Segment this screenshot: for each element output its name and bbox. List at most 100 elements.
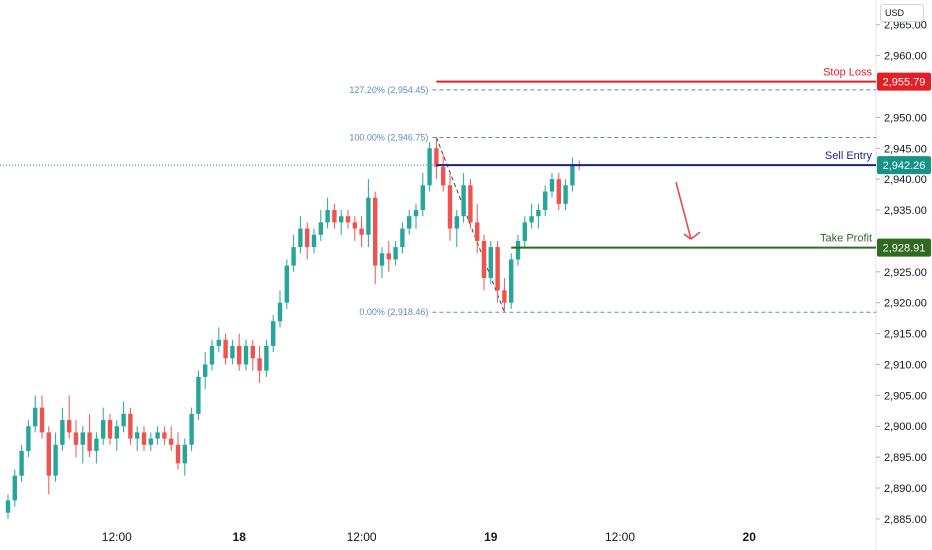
candle <box>264 339 269 377</box>
sell-entry-price-tag-text: 2,942.26 <box>883 160 926 172</box>
candle <box>318 210 323 241</box>
candle <box>339 210 344 235</box>
candle <box>427 142 432 192</box>
candle <box>549 172 555 198</box>
candle <box>162 426 167 445</box>
candle <box>87 413 92 458</box>
candle <box>121 401 126 433</box>
candle <box>12 469 17 507</box>
candle <box>325 197 330 229</box>
candle <box>46 426 51 495</box>
price-tick-label: 2,915.00 <box>884 329 927 341</box>
candle <box>488 240 493 285</box>
time-tick-label: 12:00 <box>605 530 635 544</box>
candle <box>284 259 289 309</box>
candle <box>73 420 79 458</box>
candle <box>53 432 58 482</box>
candle <box>420 172 425 217</box>
currency-selector[interactable]: USD <box>880 4 924 22</box>
stop-loss-price-tag <box>877 72 931 91</box>
down-arrow-icon <box>675 182 701 240</box>
candle <box>223 333 228 365</box>
candle <box>5 494 11 519</box>
candle <box>209 339 215 371</box>
candle <box>305 222 310 260</box>
candle <box>379 247 385 278</box>
candle <box>311 228 317 254</box>
candle <box>107 413 113 445</box>
candle <box>481 234 487 291</box>
candle <box>332 203 337 229</box>
candlestick-series <box>5 137 582 519</box>
take-profit-label: Take Profit <box>820 233 872 245</box>
candle <box>26 420 31 458</box>
candle <box>468 179 473 229</box>
price-axis[interactable]: 2,965.00 2,960.00 2,950.00 2,945.00 2,940.00… <box>876 20 927 526</box>
candle <box>529 203 534 229</box>
price-tick-label: 2,920.00 <box>884 298 927 310</box>
fib-level-label: 127.20% (2,954.45) <box>349 85 428 95</box>
candle <box>271 315 276 353</box>
candle <box>461 172 466 223</box>
candle <box>441 154 446 192</box>
currency-label: USD <box>885 8 905 18</box>
price-tick-label: 2,890.00 <box>884 483 927 495</box>
candle <box>345 210 351 229</box>
candle <box>175 432 181 470</box>
candle <box>94 432 99 464</box>
candle <box>33 395 38 433</box>
take-profit-price-tag-text: 2,928.91 <box>883 243 926 255</box>
candle <box>495 240 500 303</box>
fib-level-label: 100.00% (2,946.75) <box>349 132 428 142</box>
time-tick-label: 19 <box>484 530 498 544</box>
price-tick-label: 2,910.00 <box>884 359 927 371</box>
candle <box>393 240 398 266</box>
candle <box>386 240 391 272</box>
sell-entry-label: Sell Entry <box>825 150 873 162</box>
candle <box>352 216 357 241</box>
price-tick-label: 2,900.00 <box>884 421 927 433</box>
candle <box>359 216 364 248</box>
candle <box>60 407 65 451</box>
candle <box>400 222 405 254</box>
candle <box>522 216 527 248</box>
candle <box>148 432 153 451</box>
candle <box>257 345 262 384</box>
candle <box>182 438 187 476</box>
candle <box>413 203 419 229</box>
candle <box>39 395 45 439</box>
price-tick-label: 2,895.00 <box>884 452 927 464</box>
candle <box>169 426 174 451</box>
candle <box>196 370 201 421</box>
candle <box>563 179 568 211</box>
price-tick-label: 2,950.00 <box>884 112 927 124</box>
candle <box>277 290 283 328</box>
candle <box>216 327 221 353</box>
candle <box>128 407 133 445</box>
take-profit-price-tag <box>877 238 931 257</box>
candle <box>250 339 255 371</box>
candle <box>366 179 371 248</box>
candle <box>434 137 439 180</box>
price-tick-label: 2,940.00 <box>884 174 927 186</box>
candle <box>114 420 119 451</box>
candle <box>454 210 459 248</box>
candle <box>475 203 480 254</box>
candle <box>19 444 24 482</box>
candle <box>243 339 249 371</box>
candle <box>536 203 541 229</box>
time-tick-label: 18 <box>233 530 247 544</box>
time-tick-label: 12:00 <box>347 530 377 544</box>
annotations <box>675 182 701 240</box>
candle <box>407 210 412 235</box>
candle <box>101 407 106 445</box>
price-tick-label: 2,885.00 <box>884 514 927 526</box>
time-axis[interactable]: 12:00 18 12:00 19 12:00 20 <box>102 530 756 544</box>
price-tick-label: 2,965.00 <box>884 20 927 32</box>
candle <box>502 277 507 313</box>
candle <box>203 352 208 390</box>
candle <box>155 426 160 445</box>
candle <box>141 426 147 451</box>
